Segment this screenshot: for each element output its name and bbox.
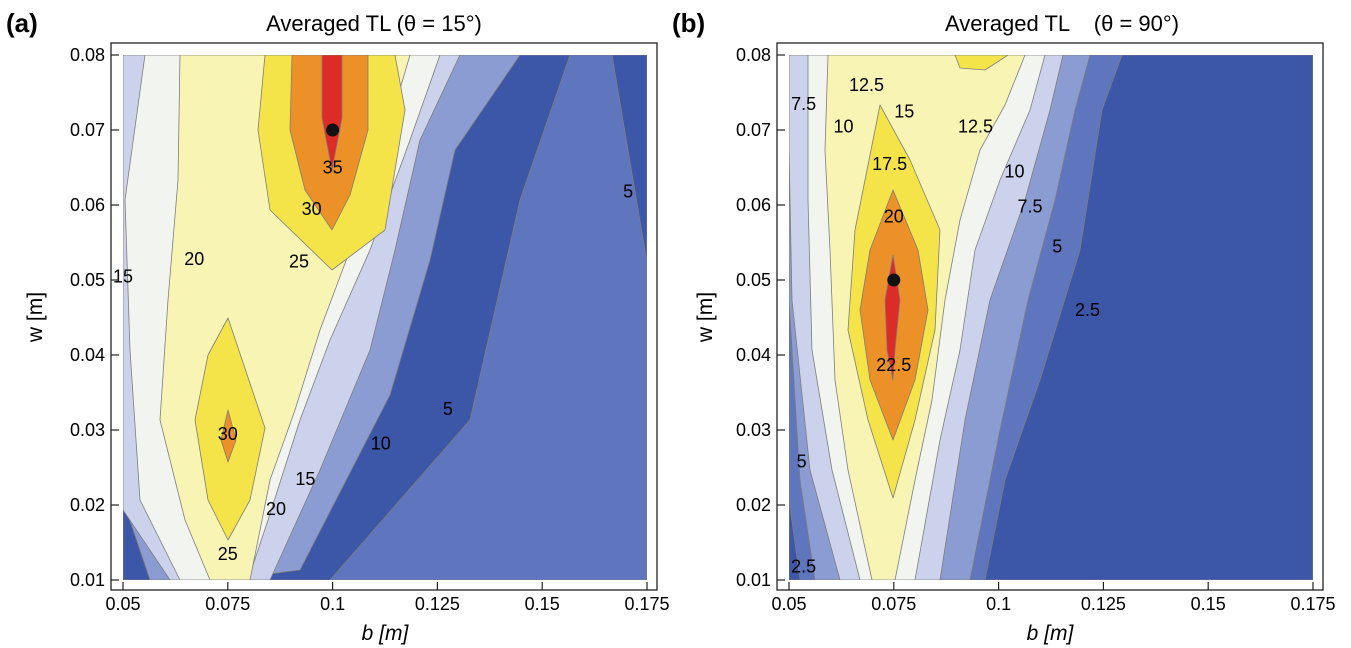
panel-a-contour-label-7: 20 — [266, 499, 286, 519]
panel-a-contour-band-1 — [123, 55, 647, 580]
panel-a-contour-labels: 35 30 25 20 15 30 25 20 15 10 5 5 — [113, 158, 633, 564]
panel-a-contour-label-8: 15 — [295, 469, 315, 489]
panel-a: (a) Averaged TL (θ = 15°) 35 30 25 20 15 30 25… — [6, 8, 670, 645]
panel-b-y-tick-label-7: 0.08 — [736, 45, 771, 65]
panel-a-x-tick-label-4: 0.15 — [525, 594, 560, 614]
panel-b-contour-label-4: 12.5 — [958, 116, 993, 136]
panel-b-y-tick-label-5: 0.06 — [736, 195, 771, 215]
panel-b-y-tick-label-4: 0.05 — [736, 270, 771, 290]
panel-a-contour-label-1: 30 — [302, 199, 322, 219]
panel-b-x-ticks: 0.05 0.075 0.1 0.125 0.15 0.175 — [771, 582, 1336, 614]
panel-b-contour-label-2: 10 — [833, 116, 853, 136]
panel-b-y-ticks: 0.01 0.02 0.03 0.04 0.05 0.06 0.07 0.08 — [736, 45, 785, 590]
panel-b-contour-label-8: 7.5 — [1018, 197, 1043, 217]
panel-a-y-tick-label-7: 0.08 — [70, 45, 105, 65]
panel-b-y-axis-label: w [m] — [694, 292, 717, 343]
panel-b-contour-label-1: 12.5 — [849, 75, 884, 95]
panel-b-title: Averaged TL (θ = 90°) — [945, 11, 1179, 36]
panel-b-y-tick-label-3: 0.04 — [736, 345, 771, 365]
panel-b-maximum-marker — [887, 273, 901, 287]
panel-a-maximum-markers — [326, 123, 340, 137]
panel-b-contour-label-11: 22.5 — [876, 355, 911, 375]
panel-b-y-tick-label-1: 0.02 — [736, 495, 771, 515]
panel-b-y-tick-label-2: 0.03 — [736, 420, 771, 440]
panel-a-contour-label-3: 20 — [184, 249, 204, 269]
panel-b-contour-label-6: 10 — [1005, 161, 1025, 181]
panel-a-contour-label-9: 10 — [371, 434, 391, 454]
panel-b-contour-label-0: 7.5 — [791, 94, 816, 114]
panel-a-x-tick-label-5: 0.175 — [624, 594, 669, 614]
panel-a-y-tick-label-3: 0.04 — [70, 345, 105, 365]
panel-b-maximum-markers — [887, 273, 901, 287]
panel-a-x-tick-label-0: 0.05 — [105, 594, 140, 614]
panel-b-contour-bands — [789, 55, 1313, 580]
panel-b-x-tick-label-3: 0.125 — [1081, 594, 1126, 614]
panel-a-x-tick-label-3: 0.125 — [415, 594, 460, 614]
panel-b-contour-label-10: 2.5 — [1075, 300, 1100, 320]
panel-a-y-tick-label-5: 0.06 — [70, 195, 105, 215]
panel-a-x-ticks: 0.05 0.075 0.1 0.125 0.15 0.175 — [105, 582, 670, 614]
panel-b-contour-label-13: 2.5 — [791, 557, 816, 577]
panel-a-contour-band-8 — [321, 55, 343, 171]
panel-b-x-tick-label-2: 0.1 — [986, 594, 1011, 614]
panel-a-contour-label-6: 25 — [218, 544, 238, 564]
panel-a-contour-label-0: 35 — [323, 158, 343, 178]
panel-b-contour-label-9: 5 — [1052, 236, 1062, 256]
panel-b-contour-label-5: 17.5 — [872, 154, 907, 174]
panel-a-y-tick-label-0: 0.01 — [70, 570, 105, 590]
panel-a-y-ticks: 0.01 0.02 0.03 0.04 0.05 0.06 0.07 0.08 — [70, 45, 119, 590]
panel-b-y-tick-label-0: 0.01 — [736, 570, 771, 590]
panel-b-x-axis-label: b [m] — [1027, 622, 1075, 645]
panel-b-contour-band-8 — [884, 254, 901, 381]
panel-b-x-tick-label-0: 0.05 — [771, 594, 806, 614]
panel-b-y-tick-label-6: 0.07 — [736, 120, 771, 140]
panel-a-y-tick-label-4: 0.05 — [70, 270, 105, 290]
panel-a-contour-label-11: 5 — [623, 182, 633, 202]
panel-b-contour-label-3: 15 — [894, 101, 914, 121]
panel-a-x-tick-label-2: 0.1 — [320, 594, 345, 614]
panel-a-y-tick-label-1: 0.02 — [70, 495, 105, 515]
panel-b-contour-label-7: 20 — [884, 206, 904, 226]
panel-a-plot-frame — [110, 42, 658, 591]
panel-a-contour-label-10: 5 — [443, 399, 453, 419]
panel-b-label: (b) — [672, 8, 705, 38]
panel-b-x-tick-label-4: 0.15 — [1191, 594, 1226, 614]
panel-b: (b) Averaged TL (θ = 90°) 7.5 12.5 10 15 12.… — [672, 8, 1336, 645]
panel-a-title: Averaged TL (θ = 15°) — [266, 11, 482, 36]
panel-a-contour-label-5: 30 — [218, 424, 238, 444]
panel-b-x-tick-label-1: 0.075 — [871, 594, 916, 614]
panel-a-y-tick-label-6: 0.07 — [70, 120, 105, 140]
panel-a-y-tick-label-2: 0.03 — [70, 420, 105, 440]
panel-a-maximum-marker — [326, 123, 340, 137]
panel-a-label: (a) — [6, 8, 38, 38]
panel-a-contour-label-2: 25 — [289, 251, 309, 271]
panel-b-plot-frame — [776, 42, 1324, 591]
panel-b-x-tick-label-5: 0.175 — [1290, 594, 1335, 614]
panel-a-x-axis-label: b [m] — [362, 622, 410, 645]
panel-b-contour-label-12: 5 — [797, 452, 807, 472]
panel-a-contour-label-4: 15 — [113, 266, 133, 286]
panel-a-y-axis-label: w [m] — [24, 292, 47, 343]
panel-b-contour-labels: 7.5 12.5 10 15 12.5 17.5 10 20 7.5 5 2.5 22.5 5 2.5 — [791, 75, 1100, 577]
panel-a-contour-bands — [123, 55, 647, 580]
panel-a-x-tick-label-1: 0.075 — [205, 594, 250, 614]
